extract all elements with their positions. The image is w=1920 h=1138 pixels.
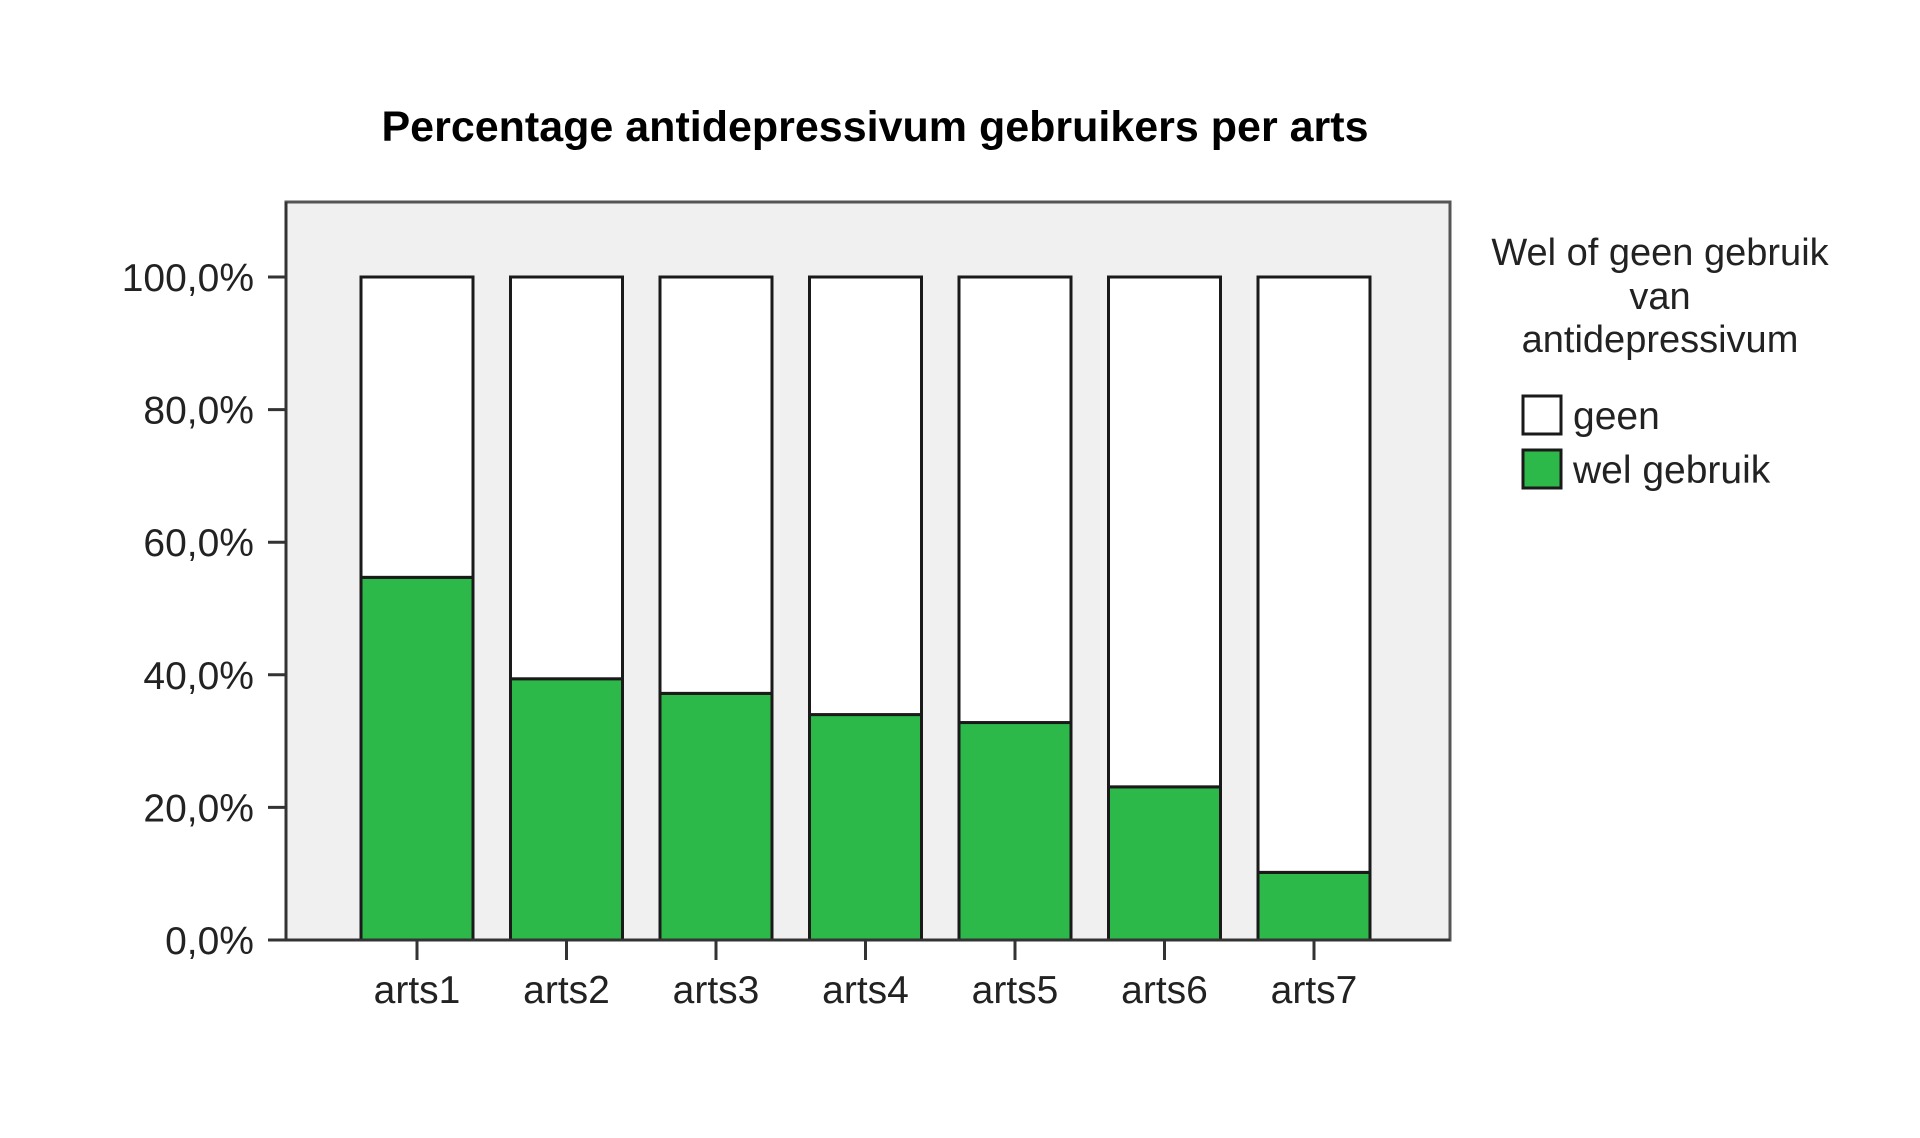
bar-arts1-geen bbox=[359, 275, 475, 579]
bar-arts7-wel-gebruik bbox=[1256, 870, 1372, 942]
legend-title-line: van bbox=[1629, 276, 1690, 318]
y-tick-label: 40,0% bbox=[143, 655, 254, 698]
bar-arts4-wel-gebruik bbox=[808, 713, 923, 942]
x-tick-label: arts1 bbox=[374, 969, 461, 1012]
chart-title: Percentage antidepressivum gebruikers pe… bbox=[381, 103, 1368, 151]
y-tick-label: 80,0% bbox=[143, 390, 254, 433]
x-tick-label: arts3 bbox=[673, 969, 760, 1012]
legend-title-line: Wel of geen gebruik bbox=[1491, 232, 1829, 274]
y-tick-label: 20,0% bbox=[143, 787, 254, 830]
y-axis: 0,0% 20,0% 40,0% 60,0% 80,0% 100,0% bbox=[122, 202, 288, 963]
legend-swatch-wel-gebruik bbox=[1521, 448, 1563, 490]
x-tick-label: arts2 bbox=[523, 969, 610, 1012]
x-tick-label: arts4 bbox=[822, 969, 909, 1012]
bar-arts2-wel-gebruik bbox=[509, 677, 624, 942]
bar-arts4-geen bbox=[808, 275, 923, 717]
y-tick-label: 0,0% bbox=[165, 920, 254, 963]
bar-arts6-geen bbox=[1107, 275, 1222, 789]
x-tick-label: arts5 bbox=[972, 969, 1059, 1012]
legend-label-wel-gebruik: wel gebruik bbox=[1572, 449, 1771, 492]
x-tick-label: arts6 bbox=[1121, 969, 1208, 1012]
x-axis: arts1 arts2 arts3 arts4 arts5 arts6 arts7 bbox=[286, 938, 1450, 1012]
y-tick-label: 100,0% bbox=[122, 257, 254, 300]
bars-layer bbox=[359, 275, 1372, 942]
legend-swatch-geen bbox=[1521, 394, 1563, 436]
bar-arts3-wel-gebruik bbox=[658, 691, 774, 942]
bar-arts3-geen bbox=[658, 275, 774, 695]
bar-arts2-geen bbox=[509, 275, 624, 681]
bar-arts5-wel-gebruik bbox=[957, 721, 1073, 942]
legend-title-line: antidepressivum bbox=[1522, 319, 1799, 361]
bar-arts6-wel-gebruik bbox=[1107, 785, 1222, 942]
x-tick-label: arts7 bbox=[1271, 969, 1358, 1012]
bar-arts1-wel-gebruik bbox=[359, 575, 475, 942]
y-tick-label: 60,0% bbox=[143, 522, 254, 565]
bar-arts7-geen bbox=[1256, 275, 1372, 874]
legend-label-geen: geen bbox=[1573, 395, 1660, 438]
bar-arts5-geen bbox=[957, 275, 1073, 725]
